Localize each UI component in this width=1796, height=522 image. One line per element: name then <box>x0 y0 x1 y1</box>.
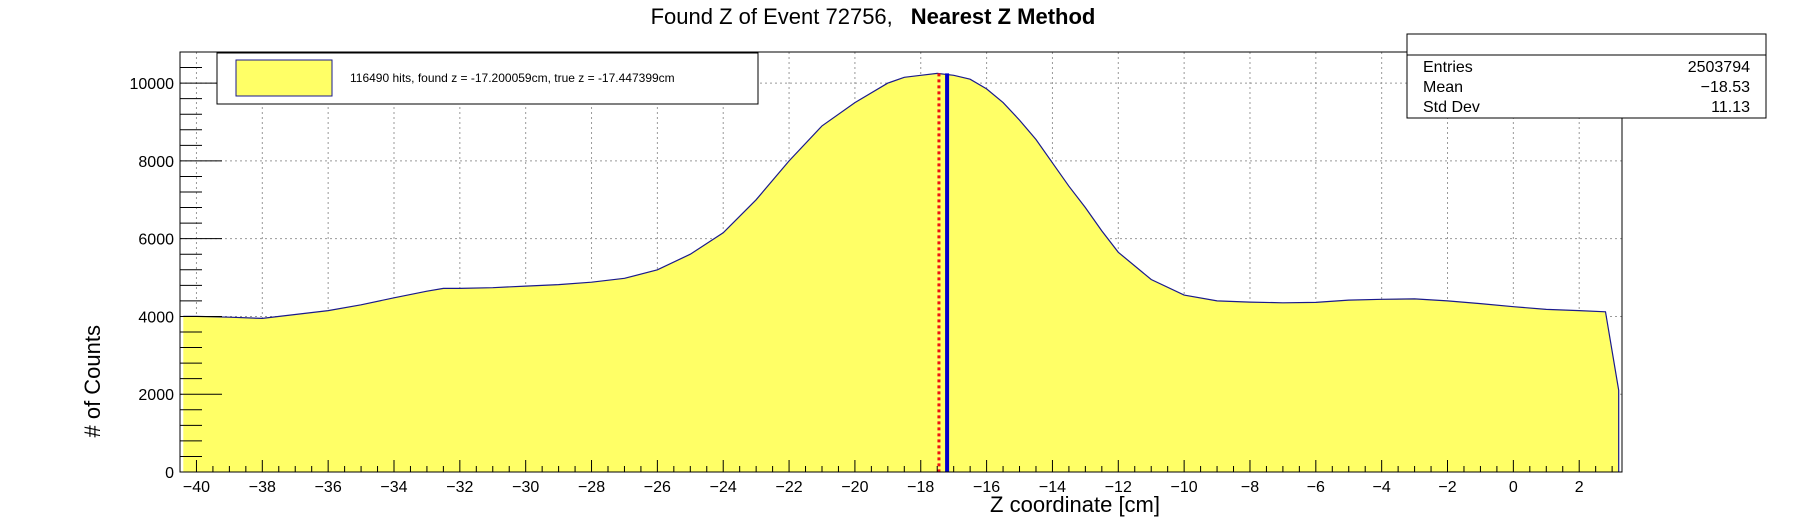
x-tick-label: −40 <box>183 479 210 496</box>
stat-entries-value: 2503794 <box>1688 59 1750 76</box>
x-tick-label: −8 <box>1241 479 1259 496</box>
x-tick-label: −30 <box>512 479 539 496</box>
histogram-fill <box>183 73 1619 473</box>
stat-stddev-value: 11.13 <box>1711 99 1750 116</box>
histogram-outline <box>183 72 1620 472</box>
x-tick-label: 2 <box>1575 479 1584 496</box>
x-tick-label: −4 <box>1373 479 1391 496</box>
x-tick-label: −14 <box>1039 479 1066 496</box>
x-tick-label: 0 <box>1509 479 1518 496</box>
plot-border <box>179 51 1623 473</box>
x-tick-label: −28 <box>578 479 605 496</box>
stat-mean-value: −18.53 <box>1701 79 1750 96</box>
y-tick-label: 4000 <box>138 309 174 326</box>
x-tick-label: −20 <box>841 479 868 496</box>
x-tick-label: −36 <box>315 479 342 496</box>
x-tick-label: −34 <box>380 479 407 496</box>
chart-title-method: Nearest Z Method <box>911 4 1096 29</box>
y-tick-label: 6000 <box>138 232 174 249</box>
x-tick-label: −32 <box>446 479 473 496</box>
x-tick-label: −2 <box>1438 479 1456 496</box>
x-tick-label: −18 <box>907 479 934 496</box>
y-tick-label: 10000 <box>130 76 175 93</box>
stats-frame <box>1406 33 1767 119</box>
chart-title: Found Z of Event 72756, Nearest Z Method <box>651 4 1096 29</box>
stats-box: Entries 2503794 Mean −18.53 Std Dev 11.1… <box>1406 33 1767 119</box>
stat-entries-label: Entries <box>1423 59 1473 76</box>
y-axis-title: # of Counts <box>80 325 105 438</box>
y-axis: 0 2000 4000 6000 8000 10000 <box>130 51 222 482</box>
stat-mean-label: Mean <box>1423 79 1463 96</box>
marker-lines <box>937 73 950 472</box>
histogram-series <box>183 72 1620 473</box>
plot-frame <box>179 51 1623 473</box>
x-axis-title: Z coordinate [cm] <box>990 492 1160 517</box>
y-tick-label: 2000 <box>138 387 174 404</box>
x-tick-label: −24 <box>710 479 737 496</box>
legend-box: 116490 hits, found z = -17.200059cm, tru… <box>216 52 759 105</box>
y-tick-label: 8000 <box>138 154 174 171</box>
x-tick-label: −26 <box>644 479 671 496</box>
legend-label: 116490 hits, found z = -17.200059cm, tru… <box>350 71 675 85</box>
stat-stddev-label: Std Dev <box>1423 99 1480 116</box>
x-tick-label: −6 <box>1307 479 1325 496</box>
x-tick-label: −12 <box>1105 479 1132 496</box>
legend-swatch <box>235 59 333 97</box>
x-tick-label: −10 <box>1171 479 1198 496</box>
chart-title-main: Found Z of Event 72756, <box>651 4 893 29</box>
x-tick-label: −16 <box>973 479 1000 496</box>
x-tick-label: −38 <box>249 479 276 496</box>
x-axis: −40 −38 −36 −34 −32 −30 −28 −26 −24 −22 −20 −18 −16−… <box>179 460 1613 496</box>
x-tick-label: −22 <box>775 479 802 496</box>
y-tick-label: 0 <box>165 465 174 482</box>
